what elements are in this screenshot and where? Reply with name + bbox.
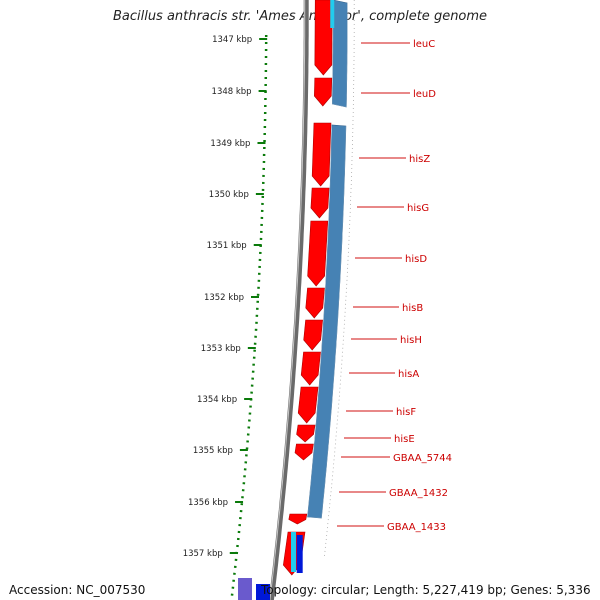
gene-label-GBAA_1433: GBAA_1433: [387, 522, 446, 533]
gene-label-hisF: hisF: [396, 407, 416, 418]
ruler-tick-label: 1357 kbp: [183, 549, 223, 559]
forward-gene-arrow: [297, 386, 319, 424]
ruler-tick-label: 1355 kbp: [193, 446, 233, 456]
gene-label-hisZ: hisZ: [409, 154, 430, 165]
reverse-gene-shade: [332, 0, 348, 108]
purple-feature: [238, 578, 252, 600]
reverse-strand-track: [238, 0, 348, 600]
ruler-tick-label: 1351 kbp: [207, 241, 247, 251]
gene-label-leuD: leuD: [413, 89, 436, 100]
accession-text: Accession: NC_007530: [9, 583, 146, 597]
backbone: [268, 0, 355, 600]
backbone-highlight: [269, 0, 306, 600]
genome-title: Bacillus anthracis str. 'Ames Ancestor',…: [112, 9, 488, 24]
gene-label-GBAA_1432: GBAA_1432: [389, 488, 448, 499]
reverse-gene-block: [332, 0, 348, 108]
topology-text: Topology: circular; Length: 5,227,419 bp…: [261, 583, 591, 597]
gene-label-hisH: hisH: [400, 335, 422, 346]
ruler-line: [230, 35, 268, 600]
reverse-gene-shade: [307, 124, 347, 519]
ruler-tick-label: 1353 kbp: [201, 344, 241, 354]
blue-feature: [296, 535, 303, 573]
forward-gene-arrow: [305, 287, 325, 319]
gene-labels: leuC leuD hisZ hisG hisD hisB hisH hisA hisF hisE…: [337, 39, 452, 533]
forward-gene-arrow: [294, 443, 314, 461]
ruler-tick-label: 1348 kbp: [212, 87, 252, 97]
gene-label-hisB: hisB: [402, 303, 423, 314]
forward-gene-arrow: [303, 319, 323, 351]
ruler-tick-label: 1356 kbp: [188, 498, 228, 508]
ruler-tick-label: 1352 kbp: [204, 293, 244, 303]
forward-gene-arrow: [310, 187, 330, 219]
forward-gene-arrow: [296, 424, 316, 443]
gene-label-hisD: hisD: [405, 254, 427, 265]
gene-label-hisE: hisE: [394, 434, 415, 445]
forward-gene-arrow: [300, 351, 321, 386]
forward-gene-arrow: [307, 220, 329, 287]
blue-feature-bottom: [256, 584, 270, 600]
gene-label-hisG: hisG: [407, 203, 429, 214]
ruler-tick-label: 1349 kbp: [210, 139, 250, 149]
cyan-feature: [330, 0, 335, 28]
backbone-line: [268, 0, 309, 600]
cyan-feature: [291, 532, 297, 572]
ruler: 1347 kbp 1348 kbp 1349 kbp 1350 kbp 1351 kbp…: [183, 35, 268, 600]
gene-label-hisA: hisA: [398, 369, 419, 380]
ruler-tick-label: 1347 kbp: [212, 35, 252, 45]
gene-label-GBAA_5744: GBAA_5744: [393, 453, 452, 464]
gene-label-leuC: leuC: [413, 39, 435, 50]
forward-gene-arrow: [314, 0, 333, 76]
forward-gene-arrow: [314, 77, 333, 107]
ruler-tick-label: 1350 kbp: [209, 190, 249, 200]
ruler-tick-label: 1354 kbp: [197, 395, 237, 405]
forward-gene-arrow: [311, 122, 332, 187]
forward-gene-arrow: [288, 513, 308, 525]
